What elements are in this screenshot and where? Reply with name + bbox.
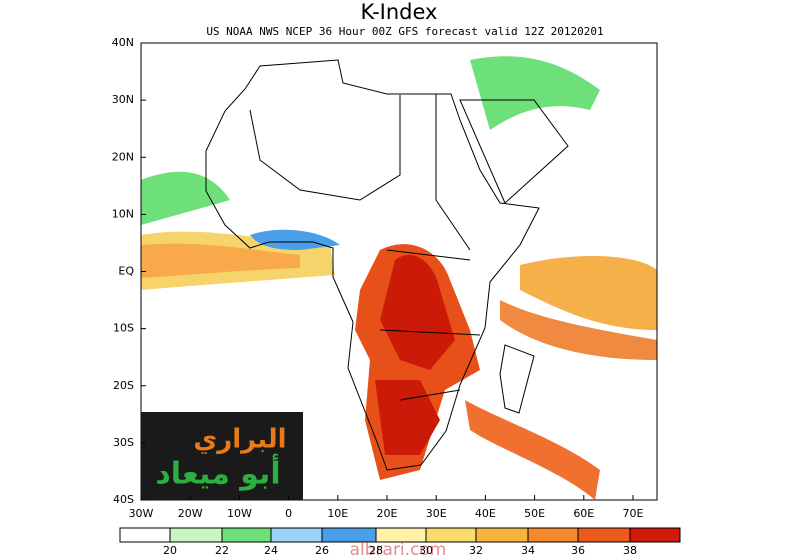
colorbar-label: 30 bbox=[419, 544, 433, 557]
map bbox=[140, 42, 658, 501]
logo-line2: أبو ميعاد bbox=[155, 454, 280, 492]
lon-label: 70E bbox=[623, 507, 644, 520]
lon-label: 40E bbox=[475, 507, 496, 520]
lat-label: 10N bbox=[112, 207, 134, 220]
field-atlantic-core bbox=[141, 243, 300, 278]
color-box bbox=[221, 527, 272, 543]
lon-label: 30E bbox=[426, 507, 447, 520]
lon-label: 20W bbox=[178, 507, 203, 520]
subtitle: US NOAA NWS NCEP 36 Hour 00Z GFS forecas… bbox=[206, 25, 603, 38]
africa-coast bbox=[205, 59, 540, 471]
borders bbox=[249, 94, 481, 401]
color-box bbox=[475, 527, 529, 543]
field-south-core bbox=[375, 380, 440, 455]
colorbar-label: 36 bbox=[571, 544, 585, 557]
lat-label: 20N bbox=[112, 150, 134, 163]
field-south-band bbox=[465, 400, 600, 500]
title: K-Index bbox=[361, 0, 438, 24]
logo: البراري أبو ميعاد bbox=[141, 412, 303, 500]
lat-label: 40N bbox=[112, 36, 134, 49]
colorbar-label: 38 bbox=[623, 544, 637, 557]
colorbar-label: 24 bbox=[264, 544, 278, 557]
lat-label: 40S bbox=[113, 493, 134, 506]
lat-label: 30N bbox=[112, 93, 134, 106]
colorbar-label: 34 bbox=[521, 544, 535, 557]
field-west bbox=[141, 171, 230, 225]
lon-label: 0 bbox=[285, 507, 292, 520]
field-blue bbox=[250, 229, 340, 250]
lon-label: 20E bbox=[377, 507, 398, 520]
logo-line1: البراري bbox=[193, 425, 286, 455]
lat-label: EQ bbox=[118, 265, 134, 278]
field-north bbox=[470, 56, 600, 130]
colorbar-label: 32 bbox=[469, 544, 483, 557]
color-box bbox=[119, 527, 171, 543]
color-box bbox=[577, 527, 631, 543]
lon-label: 10W bbox=[227, 507, 252, 520]
lon-label: 50E bbox=[524, 507, 545, 520]
madagascar-coast bbox=[499, 344, 535, 414]
color-box bbox=[527, 527, 579, 543]
colorbar-label: 22 bbox=[215, 544, 229, 557]
colorbar-label: 26 bbox=[315, 544, 329, 557]
lon-label: 60E bbox=[573, 507, 594, 520]
lat-label: 10S bbox=[113, 322, 134, 335]
colorbar-label: 20 bbox=[163, 544, 177, 557]
field-central-core bbox=[380, 254, 455, 370]
color-box bbox=[270, 527, 323, 543]
lat-label: 30S bbox=[113, 436, 134, 449]
arabia-coast bbox=[459, 99, 569, 204]
lon-label: 30W bbox=[129, 507, 154, 520]
lon-label: 10E bbox=[327, 507, 348, 520]
logo-bg bbox=[141, 412, 303, 500]
field-indian bbox=[520, 255, 657, 330]
field-indian-2 bbox=[500, 300, 657, 360]
lat-label: 20S bbox=[113, 379, 134, 392]
colorbar-label: 28 bbox=[369, 544, 383, 557]
color-box bbox=[629, 527, 681, 543]
watermark: albrari.com bbox=[350, 540, 447, 560]
colorbar bbox=[119, 527, 681, 543]
color-box bbox=[169, 527, 223, 543]
